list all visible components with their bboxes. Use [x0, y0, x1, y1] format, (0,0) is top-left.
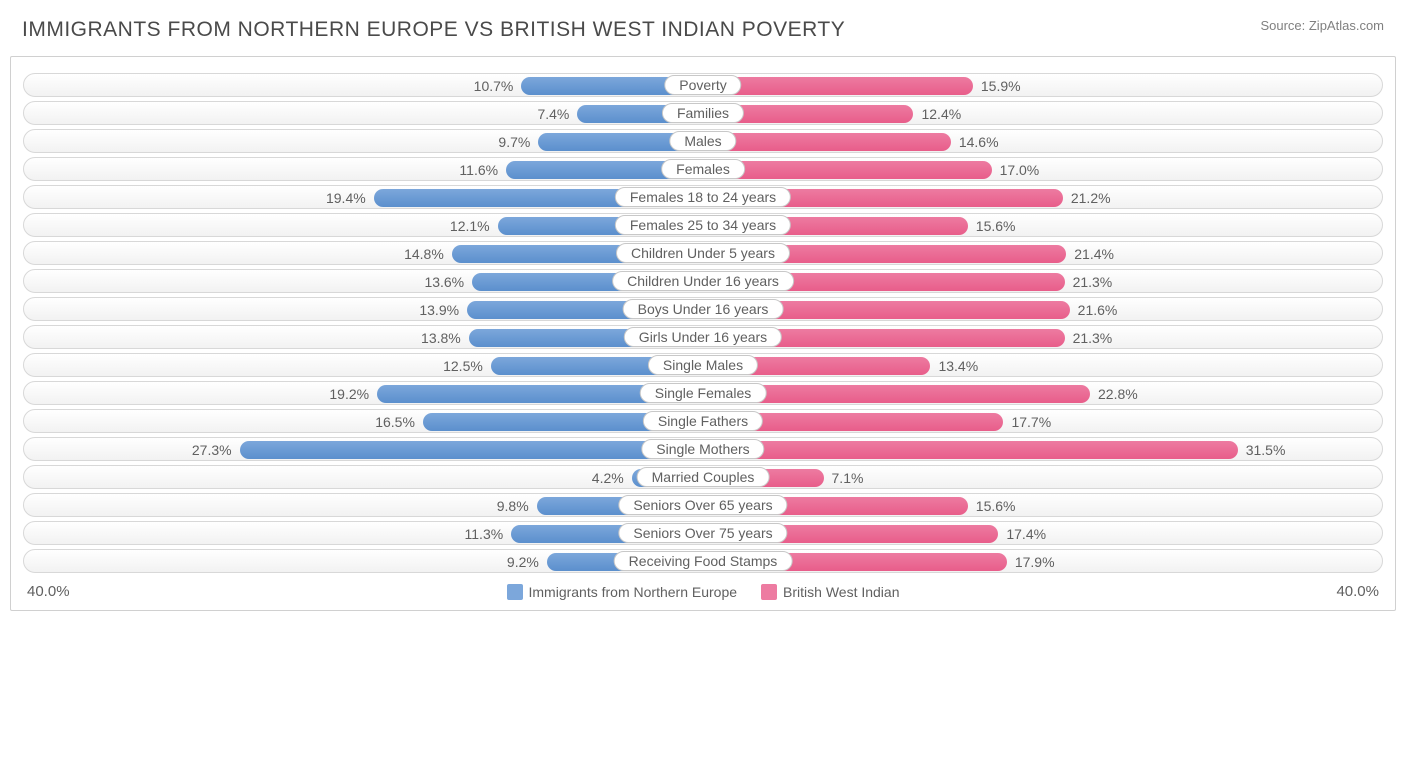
value-label-right: 13.4% [938, 354, 978, 378]
chart-row: 11.3% 17.4% Seniors Over 75 years [23, 521, 1383, 545]
legend: Immigrants from Northern Europe British … [507, 584, 900, 600]
category-label: Single Females [640, 383, 767, 403]
value-label-left: 11.6% [459, 158, 498, 182]
value-label-left: 19.4% [326, 186, 366, 210]
axis-label-left: 40.0% [27, 583, 70, 600]
chart-row: 9.2% 17.9% Receiving Food Stamps [23, 549, 1383, 573]
legend-swatch-left [507, 584, 523, 600]
chart-row: 4.2% 7.1% Married Couples [23, 465, 1383, 489]
category-label: Females [661, 159, 745, 179]
chart-row: 13.6% 21.3% Children Under 16 years [23, 269, 1383, 293]
legend-item-right: British West Indian [761, 584, 899, 600]
legend-swatch-right [761, 584, 777, 600]
value-label-left: 10.7% [474, 74, 514, 98]
value-label-right: 22.8% [1098, 382, 1138, 406]
category-label: Seniors Over 75 years [618, 523, 787, 543]
chart-title: IMMIGRANTS FROM NORTHERN EUROPE VS BRITI… [22, 18, 845, 42]
value-label-right: 31.5% [1246, 438, 1286, 462]
bar-right [703, 133, 951, 151]
category-label: Children Under 16 years [612, 271, 794, 291]
bar-left [240, 441, 703, 459]
value-label-right: 21.3% [1073, 326, 1113, 350]
value-label-left: 12.1% [450, 214, 490, 238]
value-label-left: 7.4% [537, 102, 569, 126]
value-label-left: 11.3% [465, 522, 504, 546]
value-label-left: 9.2% [507, 550, 539, 574]
bar-right [703, 161, 992, 179]
category-label: Families [662, 103, 744, 123]
chart-row: 9.7% 14.6% Males [23, 129, 1383, 153]
chart-row: 27.3% 31.5% Single Mothers [23, 437, 1383, 461]
category-label: Single Males [648, 355, 758, 375]
value-label-left: 13.9% [419, 298, 459, 322]
bar-right [703, 77, 973, 95]
diverging-bar-chart: 10.7% 15.9% Poverty 7.4% 12.4% Families 9.7% 14… [10, 56, 1396, 611]
chart-row: 7.4% 12.4% Families [23, 101, 1383, 125]
value-label-left: 9.8% [497, 494, 529, 518]
category-label: Receiving Food Stamps [614, 551, 793, 571]
value-label-right: 17.0% [1000, 158, 1040, 182]
category-label: Seniors Over 65 years [618, 495, 787, 515]
value-label-right: 21.6% [1078, 298, 1118, 322]
chart-row: 16.5% 17.7% Single Fathers [23, 409, 1383, 433]
value-label-right: 14.6% [959, 130, 999, 154]
category-label: Females 18 to 24 years [615, 187, 791, 207]
value-label-right: 15.6% [976, 494, 1016, 518]
value-label-right: 17.7% [1011, 410, 1051, 434]
chart-row: 13.9% 21.6% Boys Under 16 years [23, 297, 1383, 321]
value-label-left: 9.7% [498, 130, 530, 154]
category-label: Females 25 to 34 years [615, 215, 791, 235]
chart-row: 13.8% 21.3% Girls Under 16 years [23, 325, 1383, 349]
chart-footer: 40.0% Immigrants from Northern Europe Br… [17, 577, 1389, 602]
category-label: Single Fathers [643, 411, 763, 431]
value-label-right: 21.4% [1074, 242, 1114, 266]
category-label: Girls Under 16 years [624, 327, 782, 347]
category-label: Children Under 5 years [616, 243, 790, 263]
value-label-left: 14.8% [404, 242, 444, 266]
category-label: Males [669, 131, 736, 151]
chart-row: 9.8% 15.6% Seniors Over 65 years [23, 493, 1383, 517]
chart-rows-container: 10.7% 15.9% Poverty 7.4% 12.4% Families 9.7% 14… [17, 73, 1389, 573]
category-label: Boys Under 16 years [623, 299, 784, 319]
value-label-left: 13.8% [421, 326, 461, 350]
header: IMMIGRANTS FROM NORTHERN EUROPE VS BRITI… [10, 10, 1396, 56]
value-label-right: 12.4% [921, 102, 961, 126]
value-label-right: 15.6% [976, 214, 1016, 238]
value-label-right: 7.1% [832, 466, 864, 490]
legend-label-left: Immigrants from Northern Europe [529, 584, 738, 600]
value-label-right: 21.2% [1071, 186, 1111, 210]
category-label: Single Mothers [641, 439, 764, 459]
value-label-left: 4.2% [592, 466, 624, 490]
value-label-left: 12.5% [443, 354, 483, 378]
chart-row: 14.8% 21.4% Children Under 5 years [23, 241, 1383, 265]
value-label-left: 27.3% [192, 438, 232, 462]
category-label: Poverty [664, 75, 741, 95]
value-label-left: 16.5% [375, 410, 415, 434]
chart-row: 10.7% 15.9% Poverty [23, 73, 1383, 97]
chart-row: 11.6% 17.0% Females [23, 157, 1383, 181]
value-label-right: 15.9% [981, 74, 1021, 98]
chart-row: 19.4% 21.2% Females 18 to 24 years [23, 185, 1383, 209]
axis-label-right: 40.0% [1336, 583, 1379, 600]
bar-right [703, 441, 1238, 459]
value-label-right: 17.4% [1006, 522, 1046, 546]
value-label-right: 17.9% [1015, 550, 1055, 574]
value-label-left: 19.2% [329, 382, 369, 406]
chart-row: 12.1% 15.6% Females 25 to 34 years [23, 213, 1383, 237]
chart-row: 12.5% 13.4% Single Males [23, 353, 1383, 377]
legend-label-right: British West Indian [783, 584, 899, 600]
source-attribution: Source: ZipAtlas.com [1260, 18, 1384, 33]
category-label: Married Couples [637, 467, 770, 487]
value-label-left: 13.6% [424, 270, 464, 294]
legend-item-left: Immigrants from Northern Europe [507, 584, 738, 600]
value-label-right: 21.3% [1073, 270, 1113, 294]
chart-row: 19.2% 22.8% Single Females [23, 381, 1383, 405]
